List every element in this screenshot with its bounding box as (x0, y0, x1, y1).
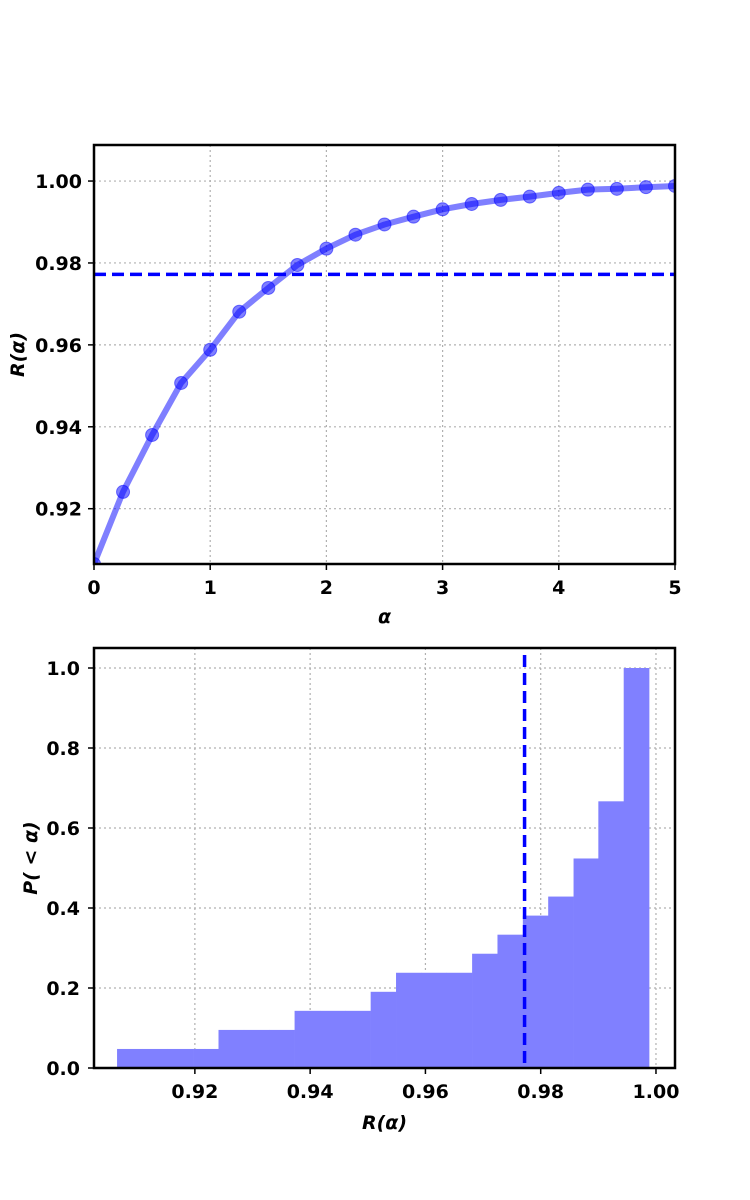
histogram-bar (396, 972, 422, 1068)
x-tick-label: 2 (320, 577, 333, 599)
x-tick-label: 5 (668, 577, 681, 599)
x-tick-label: 0.98 (517, 1081, 564, 1103)
histogram-bar (294, 1010, 321, 1068)
y-tick-label: 0.8 (46, 738, 80, 760)
data-point (406, 209, 421, 224)
histogram-x-ticks: 0.92 0.94 0.96 0.98 1.00 (171, 1068, 679, 1103)
y-tick-label: 1.00 (35, 171, 82, 193)
histogram-bar (142, 1048, 169, 1068)
y-tick-label: 0.94 (35, 417, 82, 439)
line-chart-x-axis-label: α (378, 606, 392, 628)
y-tick-label: 0.96 (35, 335, 82, 357)
data-point (435, 202, 450, 217)
line-chart-y-ticks: 0.92 0.94 0.96 0.98 1.00 (35, 171, 94, 521)
series-group (94, 178, 675, 564)
line-chart-panel: 0 1 2 3 4 5 0.92 0.94 0.96 0.98 1.00 α R(α) (7, 143, 682, 628)
histogram-grid (94, 648, 675, 1069)
histogram-bar (243, 1029, 270, 1068)
histogram-bar (573, 858, 599, 1068)
data-point (580, 182, 595, 197)
data-point (522, 189, 537, 204)
x-tick-label: 0.94 (287, 1081, 334, 1103)
histogram-x-axis-label: R(α) (362, 1112, 407, 1134)
data-point (174, 375, 189, 390)
y-tick-label: 0.0 (46, 1058, 80, 1080)
histogram-bar (548, 896, 574, 1068)
y-tick-label: 0.4 (46, 898, 80, 920)
histogram-bar (218, 1029, 245, 1068)
histogram-y-axis-label: P( < α) (20, 821, 42, 895)
y-tick-label: 0.2 (46, 978, 80, 1000)
line-chart-frame (92, 143, 677, 566)
series-line (94, 183, 675, 564)
histogram-bar (193, 1048, 219, 1068)
histogram-bar (472, 953, 498, 1068)
histogram-bar (598, 801, 625, 1068)
histogram-panel: 0.92 0.94 0.96 0.98 1.00 0.00.20.40.60.81.0 … (20, 646, 679, 1134)
data-point (638, 180, 653, 195)
x-tick-label: 3 (436, 577, 449, 599)
histogram-bar (446, 972, 473, 1068)
x-tick-label: 4 (552, 577, 565, 599)
data-point (493, 192, 508, 207)
histogram-frame (92, 646, 677, 1070)
data-point (609, 181, 624, 196)
data-point (290, 258, 305, 273)
histogram-bar (269, 1029, 295, 1068)
data-point (203, 342, 218, 357)
y-tick-label: 0.92 (35, 499, 82, 521)
x-tick-label: 1.00 (633, 1081, 680, 1103)
histogram-bar (319, 1010, 346, 1068)
data-point (348, 227, 363, 242)
line-chart-x-ticks: 0 1 2 3 4 5 (87, 564, 682, 599)
histogram-bars (117, 668, 650, 1068)
x-tick-label: 1 (204, 577, 217, 599)
histogram-bar (345, 1010, 371, 1068)
data-point (377, 217, 392, 232)
histogram-bar (370, 991, 397, 1068)
data-point (116, 484, 131, 499)
x-tick-label: 0.96 (402, 1081, 449, 1103)
histogram-bar (497, 934, 524, 1068)
x-tick-label: 0 (87, 577, 100, 599)
data-point (232, 304, 247, 319)
data-point (668, 178, 675, 193)
data-point (145, 427, 160, 442)
y-tick-label: 1.0 (46, 658, 80, 680)
data-point (464, 196, 479, 211)
line-chart-grid (93, 145, 676, 564)
histogram-bar (623, 668, 650, 1068)
line-chart-y-axis-label: R(α) (7, 332, 29, 377)
y-tick-label: 0.98 (35, 253, 82, 275)
histogram-bar (522, 915, 549, 1068)
data-point (319, 241, 334, 256)
data-point (94, 557, 101, 564)
histogram-bar (117, 1048, 143, 1068)
histogram-bar (421, 972, 448, 1068)
data-point (551, 185, 566, 200)
data-point (261, 280, 276, 295)
histogram-bar (167, 1048, 194, 1068)
y-tick-label: 0.6 (46, 818, 80, 840)
histogram-y-ticks: 0.0 0.2 0.4 0.6 0.8 1.0 (46, 658, 94, 1080)
x-tick-label: 0.92 (171, 1081, 218, 1103)
